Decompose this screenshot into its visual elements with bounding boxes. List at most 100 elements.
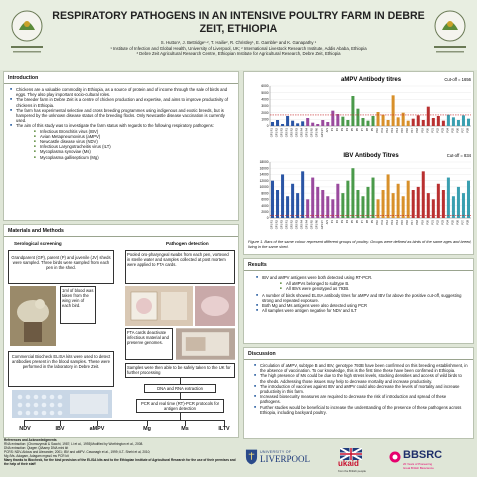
y-tick-label: 1000	[261, 118, 268, 122]
chart-bar	[446, 177, 450, 218]
reference-line: PCRS: NDV-Aldous and Alexander, 2001; IB…	[4, 450, 151, 454]
chart-bar	[391, 95, 395, 126]
chart-bar	[311, 177, 315, 218]
x-tick-label: P14	[395, 127, 399, 132]
chart-bar	[456, 120, 460, 126]
x-tick-label: P3	[340, 219, 344, 223]
x-tick-label: P5	[350, 219, 354, 223]
y-tick-label: 4000	[261, 98, 268, 102]
x-tick-label: P14	[395, 219, 399, 224]
poster-title: RESPIRATORY PATHOGENS IN AN INTENSIVE PO…	[52, 10, 425, 35]
pathogen-item: Infectious Laryngotracheitis virus (ILT)	[34, 144, 234, 149]
chart-bar	[331, 110, 335, 126]
chart-cutoff-label: Cut-off = 834	[447, 153, 472, 158]
bbsrc-logo: BBSRC	[403, 449, 443, 461]
discussion-panel: Discussion Circulation of aMPV, subtype …	[243, 347, 474, 439]
elisa-box: Commercial Biocheck ELISA kits were used…	[8, 351, 114, 387]
x-tick-label: P18	[415, 219, 419, 224]
chart-bar	[451, 117, 455, 126]
x-tick-label: GP1 R3	[280, 219, 284, 229]
chart-bar	[316, 186, 320, 218]
flow-arrow	[224, 420, 225, 426]
target-ampv: aMPV	[89, 426, 105, 432]
chart-bar	[466, 118, 470, 126]
discussion-bullets: Circulation of aMPV, subtype B and IBV, …	[244, 360, 473, 415]
chart-bar	[366, 186, 370, 218]
x-tick-label: GP2 R1	[285, 127, 289, 137]
x-tick-label: P15	[400, 127, 404, 132]
flow-arrow	[180, 393, 181, 399]
chart-bar	[401, 196, 405, 218]
x-tick-label: P25	[450, 219, 454, 224]
chart-bar	[386, 120, 390, 126]
x-tick-label: GP1 R7	[320, 219, 324, 229]
result-bullet: IBV and aMPV antigens were both detected…	[256, 275, 467, 280]
x-tick-label: P4	[345, 127, 349, 131]
ampv-titre-chart: aMPV Antibody titres Cut-off = 1656 0 1000 2…	[261, 77, 471, 137]
discussion-heading: Discussion	[244, 348, 473, 360]
result-bullet: Both Mg and Ms antigens were also detect…	[256, 303, 467, 308]
results-panel: Results IBV and aMPV antigens were both …	[243, 258, 474, 344]
x-tick-label: GP1 R4	[305, 219, 309, 229]
chart-bar	[461, 193, 465, 218]
x-tick-label: P20	[425, 127, 429, 132]
liverpool-logo-top: UNIVERSITY OF	[260, 450, 292, 454]
x-tick-label: P18	[415, 127, 419, 132]
references-heading: References and Acknowledgments	[4, 438, 57, 442]
chart-bar	[296, 123, 300, 126]
result-sub-bullet: All IBVs were genotyped as 793B.	[280, 286, 467, 291]
chart-bar	[271, 122, 275, 126]
chart-bar	[451, 196, 455, 218]
x-tick-label: P15	[400, 219, 404, 224]
x-tick-label: P1	[330, 127, 334, 131]
chart-bar	[281, 174, 285, 218]
intro-bullet: Chickens are a valuable commodity in Eth…	[10, 87, 234, 97]
chart-bar	[466, 180, 470, 218]
x-tick-label: P7	[360, 127, 364, 131]
x-tick-label: GP1 R6	[315, 127, 319, 137]
x-tick-label: P8	[365, 127, 369, 131]
discussion-bullet: The high presence of Ms could be due to …	[254, 373, 468, 383]
chart-bar	[421, 171, 425, 218]
chart-bar	[426, 106, 430, 126]
discussion-bullet: Increased biosecurity measures are requi…	[254, 394, 468, 404]
x-tick-label: GP1 R3	[280, 127, 284, 137]
x-tick-label: P8	[365, 219, 369, 223]
chart-bar	[286, 196, 290, 218]
introduction-bullets: Chickens are a valuable commodity in Eth…	[4, 84, 238, 129]
x-tick-label: P24	[445, 127, 449, 132]
ibv-titre-chart: IBV Antibody Titres Cut-off = 834 0 2000 400…	[260, 153, 472, 229]
x-tick-label: GP1 R2	[275, 219, 279, 229]
chart-bar	[381, 114, 385, 126]
chart-bar	[461, 115, 465, 126]
x-tick-label: P16	[405, 127, 409, 132]
chart-bar	[321, 120, 325, 126]
x-tick-label: JV1	[325, 219, 329, 224]
introduction-panel: Introduction Chickens are a valuable com…	[3, 71, 239, 221]
x-tick-label: P28	[465, 127, 469, 132]
chart-bar	[441, 120, 445, 126]
swab-box: Pooled oro-pharyngeal swabs from each pe…	[125, 250, 235, 284]
sampling-box: Grandparent (GP), parent (P) and juvenil…	[8, 250, 114, 284]
chart-bar	[401, 112, 405, 126]
author-list: S. Hutton¹, J. Bettridge¹·², T. Hailie²,…	[50, 40, 427, 57]
y-tick-label: 2000	[261, 210, 268, 214]
chart-bar	[336, 114, 340, 126]
x-tick-label: GP1 R5	[310, 127, 314, 137]
figure-caption: Figure 1. Bars of the same colour repres…	[248, 239, 472, 249]
methods-panel: Materials and Methods Serological screen…	[3, 224, 239, 438]
chart-bar	[436, 183, 440, 218]
y-tick-label: 18000	[260, 160, 269, 164]
x-tick-label: GP1 R5	[310, 219, 314, 229]
chart-bar	[281, 124, 285, 126]
discussion-bullet: The introduction of vaccines against IBV…	[254, 384, 468, 394]
x-tick-label: P12	[385, 219, 389, 224]
chart-bar	[276, 120, 280, 126]
y-tick-label: 0	[267, 124, 269, 128]
y-tick-label: 14000	[260, 173, 269, 177]
extraction-box: DNA and RNA extraction	[144, 384, 216, 393]
chart-bar	[326, 122, 330, 126]
x-tick-label: GP2 R4	[300, 219, 304, 229]
results-bullets: IBV and aMPV antigens were both detected…	[244, 271, 473, 280]
y-tick-label: 10000	[260, 185, 269, 189]
